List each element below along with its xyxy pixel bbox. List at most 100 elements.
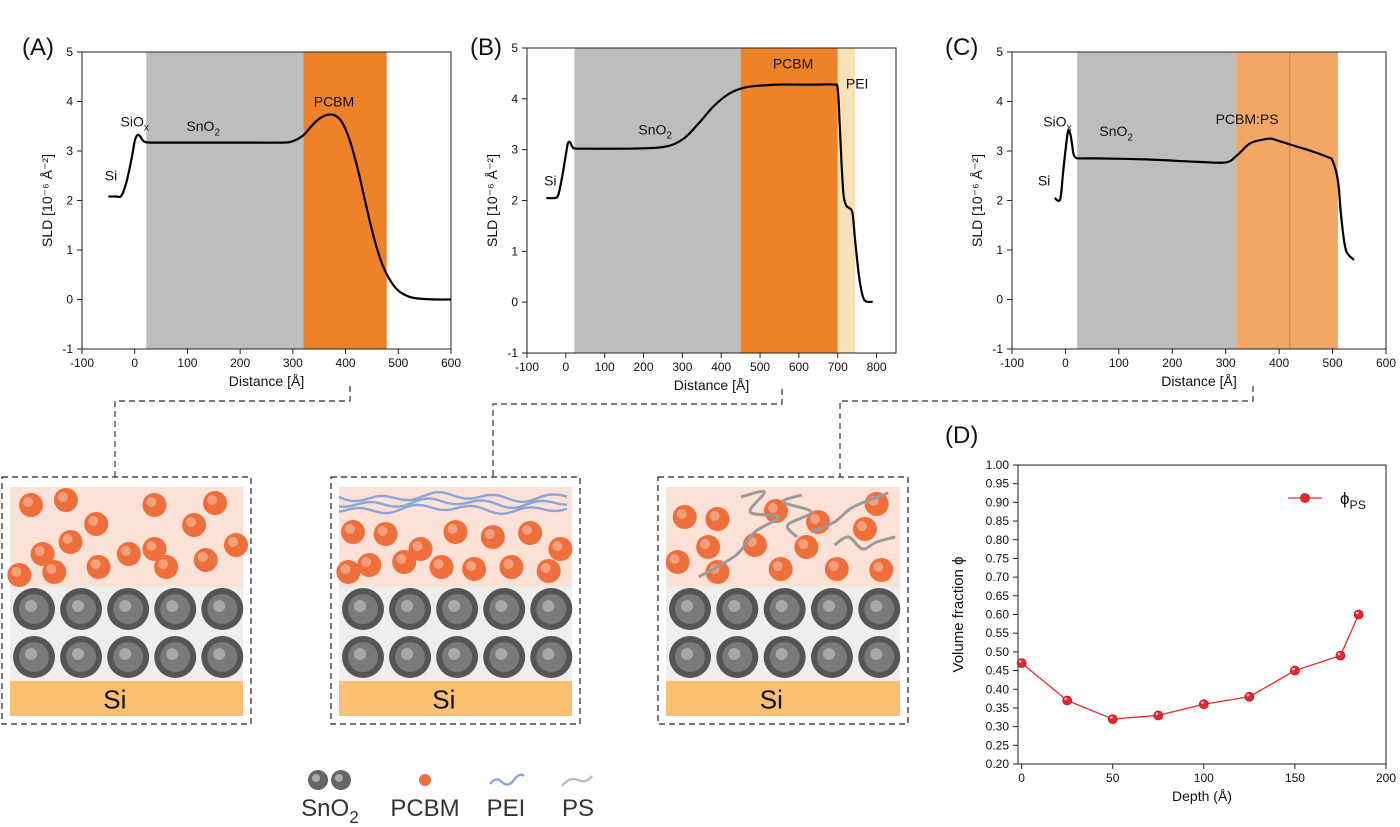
annotation-si: Si bbox=[1038, 173, 1050, 189]
y-tick-label: 1 bbox=[996, 243, 1003, 257]
sno2-legend-highlight bbox=[335, 774, 343, 782]
sno2-particle-highlight bbox=[354, 600, 366, 612]
data-point-highlight bbox=[1355, 611, 1359, 615]
y-tick-label: 1.00 bbox=[986, 458, 1010, 472]
y-tick-label: 0.45 bbox=[986, 664, 1010, 678]
data-point-highlight bbox=[1109, 716, 1113, 719]
pcbm-particle-highlight bbox=[22, 497, 33, 507]
si-label: Si bbox=[760, 684, 783, 714]
pei-chain bbox=[338, 503, 568, 516]
y-axis-label: SLD [10⁻⁶ Å⁻²] bbox=[484, 154, 500, 247]
schematic-legend: SnO2 PCBM PEI PS bbox=[301, 770, 594, 827]
series-line bbox=[1021, 614, 1360, 720]
y-tick-label: 3 bbox=[66, 144, 73, 158]
panel-label: (C) bbox=[945, 34, 978, 61]
pcbm-particle-highlight bbox=[669, 554, 680, 564]
y-tick-label: 0.90 bbox=[986, 495, 1010, 509]
pcbm-particle-highlight bbox=[522, 525, 533, 535]
sno2-particle-highlight bbox=[119, 600, 132, 612]
x-tick-label: -100 bbox=[1000, 356, 1024, 370]
si-layer bbox=[339, 681, 572, 716]
region-pcbm bbox=[740, 48, 838, 353]
region-pei bbox=[837, 48, 856, 353]
pei-legend-chain bbox=[489, 773, 525, 786]
data-point-highlight bbox=[1246, 693, 1250, 697]
ps-chain-icon bbox=[561, 775, 593, 787]
x-tick-label: 300 bbox=[672, 360, 692, 374]
data-point bbox=[1290, 665, 1300, 676]
y-tick-label: 0.30 bbox=[986, 720, 1010, 734]
x-tick-label: 50 bbox=[1106, 771, 1120, 785]
pcbm-particle-highlight bbox=[772, 561, 783, 571]
data-point-highlight bbox=[1292, 667, 1295, 671]
sno2-particle-highlight bbox=[166, 600, 179, 612]
x-tick-label: 800 bbox=[867, 360, 887, 374]
annotation-si: Si bbox=[544, 172, 556, 188]
y-tick-label: 0.55 bbox=[986, 626, 1010, 640]
x-tick-label: 300 bbox=[1216, 356, 1236, 370]
x-tick-label: 500 bbox=[388, 356, 408, 370]
sno2-particle-highlight bbox=[495, 600, 508, 612]
y-tick-label: 1 bbox=[511, 244, 518, 258]
pcbm-particle-highlight bbox=[361, 557, 372, 567]
chart-panel-1: -100 0 100 200 300 400 500 600 -1 0 1 2 3 4 5 Distance … bbox=[22, 34, 461, 389]
y-tick-label: 2 bbox=[511, 194, 518, 208]
x-tick-label: 200 bbox=[1376, 771, 1396, 785]
annotation-sno2: SnO2 bbox=[638, 121, 672, 141]
pcbm-particle-highlight bbox=[503, 559, 514, 569]
legend-label: ϕPS bbox=[1340, 489, 1366, 512]
data-point bbox=[1335, 650, 1346, 661]
annotation-pei: PEI bbox=[846, 76, 869, 92]
data-point-highlight bbox=[1337, 652, 1341, 656]
annotation-siox: SiOx bbox=[121, 113, 149, 133]
legend-item-label: PCBM bbox=[390, 795, 459, 822]
y-tick-label: 0.20 bbox=[986, 757, 1010, 771]
pcbm-particle-highlight bbox=[447, 524, 458, 534]
connector-c bbox=[839, 386, 1254, 477]
annotation-sno2: SnO2 bbox=[1099, 123, 1133, 143]
pei-chain bbox=[338, 490, 568, 504]
pcbm-particle-highlight bbox=[344, 524, 355, 534]
sno2-particle-highlight bbox=[822, 648, 835, 660]
pcbm-particle-highlight bbox=[828, 561, 839, 571]
sno2-particle-highlight bbox=[870, 600, 883, 612]
pcbm-particle-highlight bbox=[146, 541, 157, 551]
y-tick-label: 5 bbox=[996, 45, 1003, 59]
x-tick-label: 100 bbox=[595, 360, 615, 374]
sld-profile-line bbox=[1054, 129, 1355, 261]
y-tick-label: 5 bbox=[66, 45, 73, 59]
annotation-si: Si bbox=[105, 168, 117, 184]
data-point-highlight bbox=[1064, 697, 1068, 701]
connector-b bbox=[492, 389, 783, 477]
connector-a bbox=[114, 386, 351, 477]
pcbm-particle-highlight bbox=[433, 559, 444, 569]
ps-chain bbox=[698, 489, 780, 579]
y-tick-label: 0.75 bbox=[986, 551, 1010, 565]
pcbm-particle-highlight bbox=[90, 559, 101, 569]
annotation-pcbm: PCBM bbox=[314, 93, 354, 109]
y-tick-label: 0.80 bbox=[986, 533, 1010, 547]
sno2-particle-highlight bbox=[448, 600, 461, 612]
chart-panel-2: -100 0 100 200 300 400 500 600 700 800 -1 0 1 2 3 4 5 Dis… bbox=[470, 34, 897, 393]
sno2-particle-highlight bbox=[448, 648, 461, 660]
pcbm-particle-highlight bbox=[146, 497, 157, 507]
region-sno2 bbox=[146, 52, 304, 349]
si-label: Si bbox=[103, 684, 126, 714]
x-tick-label: 0 bbox=[562, 360, 569, 374]
data-point-highlight bbox=[1155, 712, 1159, 716]
pcbm-particle-highlight bbox=[540, 563, 551, 573]
data-point bbox=[1107, 714, 1118, 725]
sno2-particle-highlight bbox=[119, 648, 132, 660]
si-layer bbox=[10, 681, 243, 716]
data-point bbox=[1244, 691, 1255, 702]
pei-chain-icon bbox=[489, 773, 525, 786]
y-tick-label: 2 bbox=[66, 194, 73, 208]
data-point-highlight bbox=[1201, 701, 1204, 704]
pcbm-particle-highlight bbox=[11, 567, 22, 577]
sno2-legend-highlight bbox=[312, 774, 320, 782]
pcbm-particle-highlight bbox=[46, 564, 57, 574]
pcbm-particle-highlight bbox=[120, 546, 131, 556]
chart-panel-4: 0 50 100 150 200 0.20 0.25 0.30 0.35 0.40 0.45 0.50… bbox=[945, 422, 1396, 804]
legend-marker bbox=[1300, 493, 1310, 503]
